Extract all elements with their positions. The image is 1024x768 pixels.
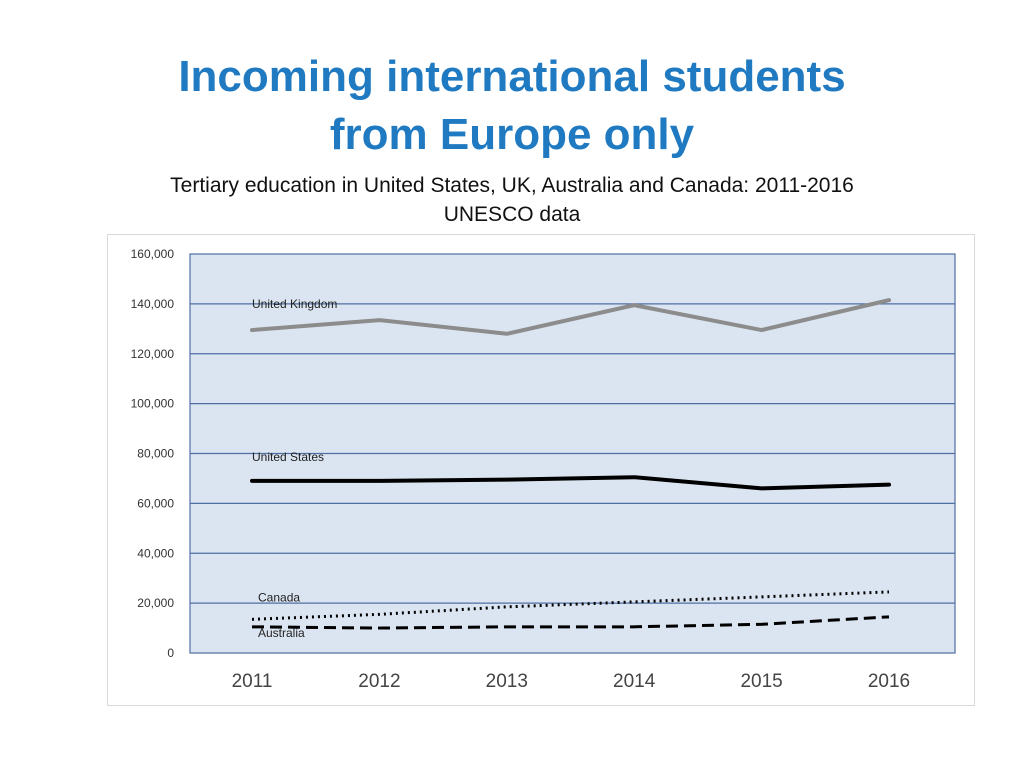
series-line-canada	[251, 590, 890, 621]
x-tick-label: 2011	[232, 671, 273, 692]
x-tick-label: 2012	[358, 671, 400, 692]
y-tick-label: 80,000	[137, 447, 174, 461]
x-tick-label: 2015	[740, 671, 782, 692]
series-label-united-kingdom: United Kingdom	[252, 297, 337, 311]
series-label-australia: Australia	[258, 626, 305, 640]
line-chart: 0 20,000 40,000 60,000 80,000 100,000 120,000 1…	[131, 247, 956, 692]
y-tick-label: 0	[167, 646, 174, 660]
series-line-australia	[251, 615, 890, 630]
y-tick-label: 60,000	[137, 496, 174, 510]
series-label-canada: Canada	[258, 590, 300, 604]
series-line-united-states	[250, 475, 891, 491]
y-tick-label: 20,000	[137, 596, 174, 610]
x-tick-label: 2016	[868, 671, 910, 692]
title-line-1: Incoming international students	[178, 52, 846, 101]
y-tick-label: 160,000	[131, 247, 175, 261]
page-subtitle: Tertiary education in United States, UK,…	[0, 171, 1024, 229]
y-tick-label: 100,000	[131, 397, 175, 411]
x-tick-label: 2014	[613, 671, 656, 692]
chart-frame: 0 20,000 40,000 60,000 80,000 100,000 120,000 1…	[107, 234, 975, 706]
y-tick-label: 120,000	[131, 347, 175, 361]
y-tick-label: 40,000	[137, 546, 174, 560]
x-tick-label: 2013	[486, 671, 528, 692]
series-label-united-states: United States	[252, 450, 324, 464]
subtitle-line-2: UNESCO data	[443, 203, 581, 226]
series-line-united-kingdom	[250, 298, 891, 336]
page-title: Incoming international students from Eur…	[0, 48, 1024, 164]
y-tick-label: 140,000	[131, 297, 175, 311]
subtitle-line-1: Tertiary education in United States, UK,…	[170, 174, 854, 197]
title-line-2: from Europe only	[329, 110, 695, 159]
